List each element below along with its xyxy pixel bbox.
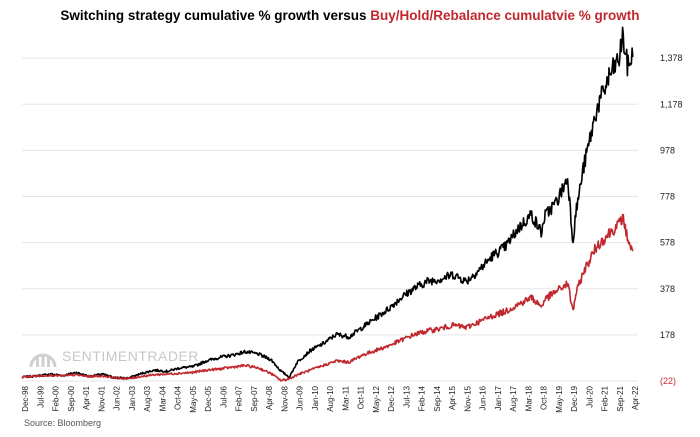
- y-tick-label: 378: [660, 284, 675, 294]
- x-tick-label: Feb-21: [601, 385, 610, 411]
- chart-title-part-2: Buy/Hold/Rebalance cumulatvie % growth: [370, 8, 640, 23]
- y-tick-label: 1,178: [660, 99, 683, 109]
- x-tick-label: Jul-06: [219, 385, 228, 407]
- x-tick-label: Sep-14: [433, 385, 442, 411]
- y-tick-label: (22): [660, 376, 676, 386]
- chart-title: Switching strategy cumulative % growth v…: [0, 8, 700, 23]
- sentimentrader-logo-icon: [29, 353, 57, 368]
- x-tick-label: Mar-04: [158, 385, 167, 411]
- x-tick-label: Mar-11: [341, 385, 350, 410]
- x-tick-label: Sep-07: [250, 385, 259, 411]
- x-tick-label: Aug-10: [326, 385, 335, 411]
- x-tick-label: Nov-15: [463, 385, 472, 411]
- x-tick-label: Jun-16: [479, 385, 488, 410]
- x-tick-label: Sep-00: [67, 385, 76, 411]
- x-tick-label: May-19: [555, 385, 564, 412]
- x-tick-label: Jun-09: [296, 385, 305, 410]
- y-axis: (22) 178 378 578 778 978 1,178 1,378: [660, 53, 683, 386]
- x-tick-label: Aug-17: [509, 385, 518, 411]
- x-tick-label: Aug-03: [143, 385, 152, 411]
- x-tick-label: Dec-98: [21, 385, 30, 411]
- y-tick-label: 178: [660, 330, 675, 340]
- x-tick-label: Feb-14: [418, 385, 427, 411]
- x-tick-label: Sep-21: [616, 385, 625, 411]
- y-tick-label: 978: [660, 145, 675, 155]
- gridlines: [22, 57, 638, 382]
- x-tick-label: Jan-17: [494, 385, 503, 410]
- x-tick-label: Oct-04: [174, 385, 183, 410]
- x-tick-label: Jun-02: [113, 385, 122, 410]
- x-tick-label: Dec-19: [570, 385, 579, 411]
- x-tick-label: Apr-15: [448, 385, 457, 410]
- x-tick-label: Oct-18: [540, 385, 549, 410]
- y-tick-label: 1,378: [660, 53, 683, 63]
- x-tick-label: Nov-01: [97, 385, 106, 411]
- series-layer: [21, 26, 634, 382]
- x-tick-label: Jul-20: [585, 385, 594, 407]
- x-tick-label: Feb-07: [235, 385, 244, 411]
- x-axis: Dec-98 Jul-99 Feb-00 Sep-00 Apr-01 Nov-01 Jun-…: [21, 385, 640, 412]
- watermark: SENTIMENTRADER: [28, 345, 198, 369]
- x-tick-label: Apr-08: [265, 385, 274, 410]
- x-tick-label: Apr-22: [631, 385, 640, 410]
- watermark-text: SENTIMENTRADER: [62, 348, 199, 364]
- y-tick-label: 778: [660, 192, 675, 202]
- y-tick-label: 578: [660, 238, 675, 248]
- series-line-switching: [21, 26, 634, 380]
- source-note: Source: Bloomberg: [24, 418, 102, 428]
- x-tick-label: Dec-05: [204, 385, 213, 411]
- x-tick-label: Oct-11: [357, 385, 366, 409]
- x-tick-label: Jan-10: [311, 385, 320, 410]
- x-tick-label: Feb-00: [52, 385, 61, 411]
- x-tick-label: May-12: [372, 385, 381, 412]
- x-tick-label: Jul-13: [402, 385, 411, 407]
- series-line-buy-hold: [21, 213, 634, 382]
- x-tick-label: Jul-99: [36, 385, 45, 407]
- x-tick-label: May-05: [189, 385, 198, 412]
- x-tick-label: Mar-18: [524, 385, 533, 411]
- x-tick-label: Nov-08: [280, 385, 289, 411]
- chart-title-part-1: Switching strategy cumulative % growth v…: [60, 8, 371, 23]
- x-tick-label: Apr-01: [82, 385, 91, 410]
- x-tick-label: Jan-03: [128, 385, 137, 410]
- x-tick-label: Dec-12: [387, 385, 396, 411]
